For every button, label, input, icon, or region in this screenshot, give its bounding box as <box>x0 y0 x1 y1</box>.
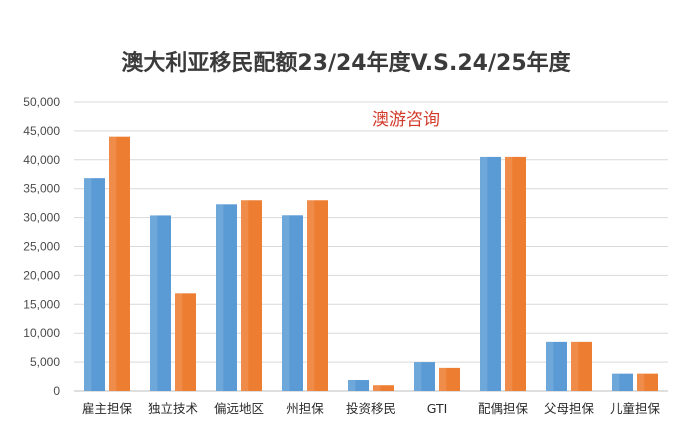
x-tick-label: 配偶担保 <box>478 401 529 416</box>
bar-highlight <box>150 215 158 391</box>
y-tick-label: 20,000 <box>23 268 60 282</box>
y-tick-label: 35,000 <box>23 182 60 196</box>
x-tick-label: 投资移民 <box>346 401 396 416</box>
bar-series-1 <box>282 215 303 391</box>
y-tick-label: 45,000 <box>23 124 60 138</box>
y-tick-label: 0 <box>53 384 60 398</box>
bar-series-2 <box>241 200 262 391</box>
bar-series-2 <box>637 373 658 391</box>
bar-highlight <box>373 385 381 391</box>
x-tick-label: 独立技术 <box>148 401 199 416</box>
bar-highlight <box>546 341 554 391</box>
bar-series-1 <box>414 362 435 391</box>
y-tick-label: 50,000 <box>23 95 60 109</box>
chart-frame: 澳大利亚移民配额23/24年度V.S.24/25年度 澳游咨询 0 5,000 10… <box>12 34 672 434</box>
bar-series-2 <box>109 136 130 391</box>
bar-highlight <box>637 373 645 391</box>
y-tick-label: 30,000 <box>23 211 60 225</box>
x-tick-label: 儿童担保 <box>610 401 661 416</box>
bar-highlight <box>216 204 224 391</box>
bar-highlight <box>84 178 92 391</box>
y-axis-ticks: 0 5,000 10,000 15,000 20,000 25,000 30,000 35,0… <box>23 95 60 398</box>
bar-highlight <box>348 380 356 391</box>
y-tick-label: 10,000 <box>23 326 60 340</box>
bar-highlight <box>241 200 249 391</box>
watermark-text: 澳游咨询 <box>372 110 440 130</box>
bar-series-1 <box>480 156 501 391</box>
bar-series-1 <box>612 373 633 391</box>
bar-highlight <box>439 367 447 391</box>
bars <box>84 136 658 391</box>
y-tick-label: 15,000 <box>23 297 60 311</box>
x-tick-label: 雇主担保 <box>82 401 133 416</box>
bar-series-2 <box>571 341 592 391</box>
bar-series-1 <box>546 341 567 391</box>
bar-highlight <box>612 373 620 391</box>
bar-highlight <box>571 341 579 391</box>
y-tick-label: 40,000 <box>23 153 60 167</box>
y-tick-label: 25,000 <box>23 240 60 254</box>
bar-series-2 <box>175 293 196 391</box>
bar-series-1 <box>84 178 105 391</box>
bar-series-2 <box>373 385 394 391</box>
gridlines <box>74 101 668 392</box>
bar-series-2 <box>439 367 460 391</box>
bar-highlight <box>307 200 315 391</box>
bar-series-2 <box>505 156 526 391</box>
x-tick-label: 州担保 <box>286 401 324 416</box>
bar-series-1 <box>216 204 237 391</box>
bar-highlight <box>282 215 290 391</box>
x-axis-labels: 雇主担保 独立技术 偏远地区 州担保 投资移民 GTI 配偶担保 父母担保 儿童担保 <box>82 401 661 416</box>
bar-highlight <box>175 293 183 391</box>
bar-highlight <box>414 362 422 391</box>
bar-series-1 <box>348 380 369 391</box>
bar-highlight <box>480 156 488 391</box>
x-tick-label: 父母担保 <box>544 401 595 416</box>
bar-highlight <box>505 156 513 391</box>
x-tick-label: GTI <box>427 401 448 416</box>
chart-title: 澳大利亚移民配额23/24年度V.S.24/25年度 <box>121 50 571 76</box>
bar-series-1 <box>150 215 171 391</box>
bar-chart: 澳大利亚移民配额23/24年度V.S.24/25年度 澳游咨询 0 5,000 10… <box>23 50 668 416</box>
y-tick-label: 5,000 <box>30 355 60 369</box>
bar-highlight <box>109 136 117 391</box>
bar-series-2 <box>307 200 328 391</box>
x-tick-label: 偏远地区 <box>214 401 264 416</box>
